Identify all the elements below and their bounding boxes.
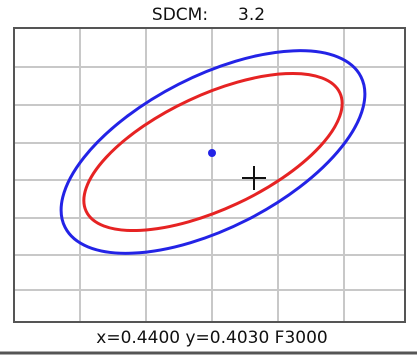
- status-text: x=0.4400 y=0.4030 F3000: [96, 328, 327, 348]
- sdcm-label: SDCM:: [152, 5, 208, 25]
- center-dot: [208, 149, 216, 157]
- inner-ellipse: [82, 71, 344, 233]
- sdcm-value: 3.2: [238, 5, 265, 25]
- target-cross: [242, 166, 266, 190]
- grid: [15, 29, 404, 321]
- outer-ellipse: [59, 49, 367, 255]
